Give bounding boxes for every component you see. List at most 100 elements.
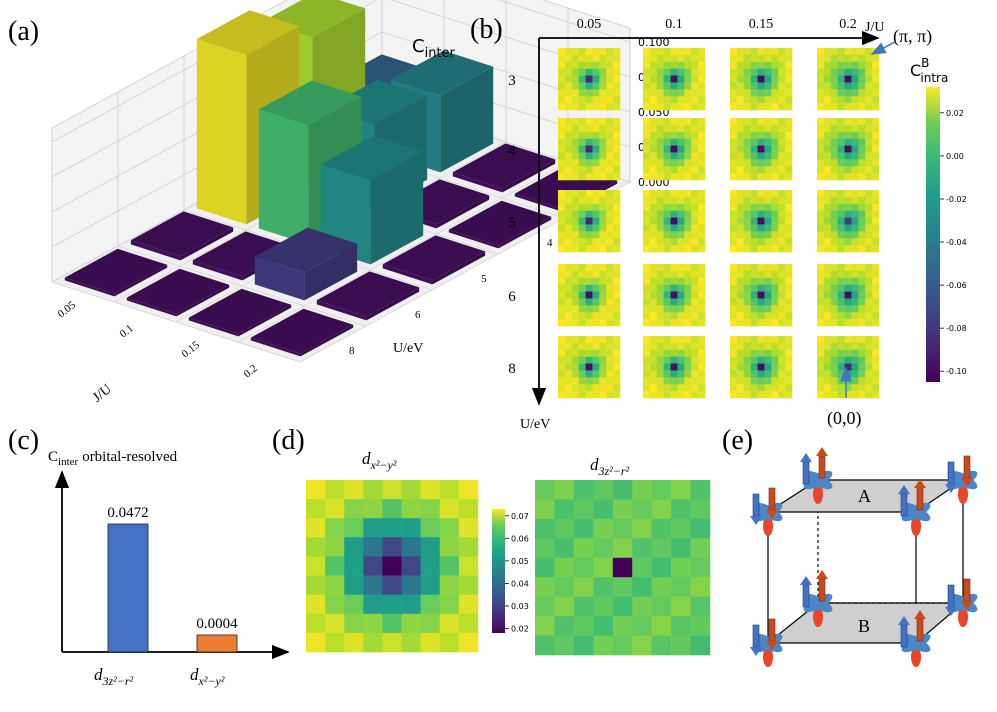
panel-b-cell xyxy=(830,82,838,90)
panel-b-cell xyxy=(698,277,706,285)
panel-b-cell xyxy=(663,312,671,320)
panel-b-cell xyxy=(785,245,793,253)
panel-b-cell xyxy=(613,173,621,181)
panel-b-cell xyxy=(865,173,873,181)
panel-b-cell xyxy=(743,319,751,327)
panel-b-cell xyxy=(872,291,880,299)
panel-b-cell xyxy=(663,131,671,139)
panel-b-cell xyxy=(730,145,738,153)
panel-b-cell xyxy=(865,89,873,97)
panel-b-cell xyxy=(691,319,699,327)
panel-b-cell xyxy=(823,159,832,167)
panel-b-cell xyxy=(750,48,758,56)
panel-b-cell xyxy=(677,190,685,198)
panel-b-cell xyxy=(691,75,699,83)
panel-b-cell xyxy=(663,349,671,357)
dz2-orbital-lobe xyxy=(763,516,773,536)
panel-b-cell xyxy=(743,103,751,111)
panel-b-cell xyxy=(830,103,838,111)
panel-b-cell xyxy=(578,270,586,279)
panel-b-cell xyxy=(823,370,832,378)
panel-b-cell xyxy=(578,210,586,218)
panel-b-cell xyxy=(564,238,573,246)
panel-b-cell xyxy=(736,89,745,97)
panel-b-cell xyxy=(872,264,880,272)
panel-d-left-cell xyxy=(420,613,441,634)
panel-b-cell xyxy=(778,231,786,239)
panel-b-cell xyxy=(823,61,832,69)
panel-b-cell xyxy=(757,384,765,392)
panel-b-cell xyxy=(757,349,765,357)
panel-b-cell xyxy=(677,349,685,357)
panel-b-cell xyxy=(785,305,793,313)
panel-b-cell xyxy=(564,103,573,111)
panel-b-cell xyxy=(844,319,852,327)
panel-b-cell xyxy=(670,217,678,225)
panel-b-cell xyxy=(830,54,838,63)
panel-b-cell xyxy=(837,61,845,69)
panel-b-cell xyxy=(837,342,845,351)
panel-d-right-cell xyxy=(690,577,711,597)
panel-b-cell xyxy=(823,284,832,292)
panel-b-cell xyxy=(677,48,685,56)
panel-b-cell xyxy=(730,54,738,63)
panel-a-bar-side xyxy=(366,287,420,321)
panel-b-cell xyxy=(872,131,880,139)
panel-d-colorbar-tick-label: 0.06 xyxy=(511,534,529,543)
panel-d-right-cell xyxy=(535,577,555,597)
panel-b-cell xyxy=(606,284,614,292)
panel-b-cell xyxy=(785,291,793,299)
panel-b-cell xyxy=(757,82,765,90)
panel-b-cell xyxy=(844,61,852,69)
panel-b-cell xyxy=(823,319,832,327)
panel-b-cell xyxy=(558,291,566,299)
panel-b-cell xyxy=(677,124,685,133)
panel-b-cell xyxy=(599,89,607,97)
panel-b-cell xyxy=(698,356,706,364)
panel-b-cell xyxy=(851,312,859,320)
panel-b-cell xyxy=(858,224,866,232)
panel-b-cell xyxy=(592,277,600,285)
panel-b-cell xyxy=(698,284,706,292)
panel-b-cell xyxy=(698,210,706,218)
panel-b-cell xyxy=(578,384,586,392)
panel-b-cell xyxy=(830,363,838,371)
panel-b-cell xyxy=(613,277,621,285)
panel-b-cell xyxy=(785,349,793,357)
panel-b-cell xyxy=(592,159,600,167)
panel-b-cell xyxy=(558,68,566,76)
panel-b-cell xyxy=(771,166,779,174)
panel-b-cell xyxy=(670,264,678,272)
panel-b-cell xyxy=(558,103,566,111)
panel-b-cell xyxy=(592,190,600,198)
panel-b-cell xyxy=(851,124,859,133)
panel-b-cell xyxy=(736,245,745,253)
panel-b-cell xyxy=(571,96,579,104)
panel-b-cell xyxy=(656,131,664,139)
panel-b-cell xyxy=(663,48,671,56)
panel-b-cell xyxy=(823,363,832,371)
panel-d-right-cell xyxy=(535,557,555,578)
panel-b-cell xyxy=(698,96,706,104)
panel-b-cell xyxy=(684,291,692,299)
panel-d-left-cell xyxy=(344,518,364,538)
panel-b-cell xyxy=(613,342,621,351)
panel-b-cell xyxy=(757,103,765,111)
panel-b-cell xyxy=(698,298,706,306)
panel-b-cell xyxy=(698,138,706,146)
panel-b-cell xyxy=(771,377,779,385)
panel-b-cell xyxy=(730,245,738,253)
panel-b-cell xyxy=(743,377,751,385)
panel-b-cell xyxy=(606,356,614,364)
panel-a-bar-front xyxy=(258,109,309,245)
panel-b-cell xyxy=(851,391,859,399)
panel-b-cell xyxy=(698,159,706,167)
panel-b-cell xyxy=(858,349,866,357)
panel-b-cell xyxy=(736,173,745,181)
panel-b-cell xyxy=(757,238,765,246)
panel-b-cell xyxy=(872,217,880,225)
panel-b-cell xyxy=(865,363,873,371)
panel-d-left-cell xyxy=(363,499,383,519)
panel-b-cell xyxy=(858,305,866,313)
